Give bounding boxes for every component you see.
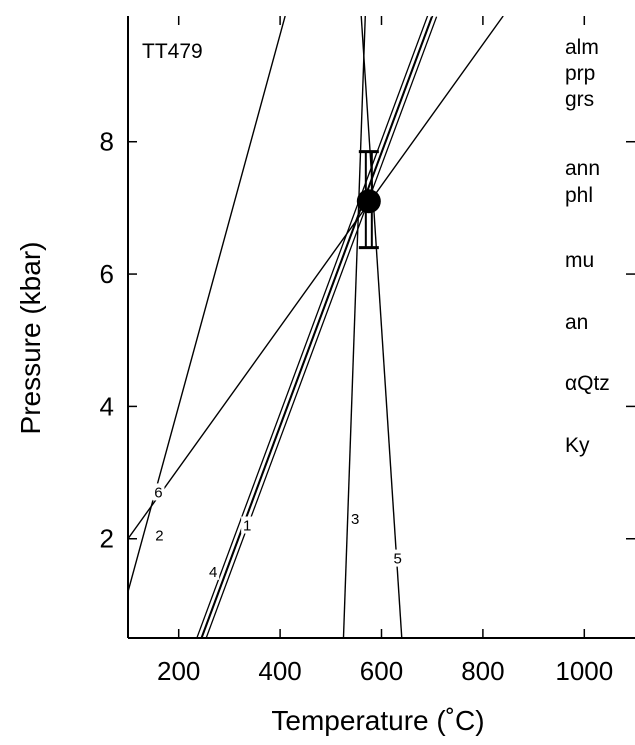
- ticks: 200 400 600 800 1000 2 4 6 8: [100, 16, 635, 686]
- phase-label: mu: [565, 249, 594, 272]
- line-label-bg: [152, 483, 165, 501]
- line-label-bg: [153, 526, 166, 544]
- reaction-line-3: [342, 16, 366, 638]
- phase-label: alm: [565, 36, 599, 59]
- line-label: 1: [243, 518, 251, 535]
- phase-label: prp: [565, 62, 595, 85]
- reaction-line-4: [200, 16, 433, 638]
- result-point: [356, 189, 381, 214]
- line-label-bg: [241, 516, 254, 534]
- line-label-bg: [391, 549, 404, 567]
- x-tick-label: 200: [157, 656, 200, 686]
- line-label: 2: [155, 527, 163, 544]
- y-tick-label: 4: [100, 391, 114, 421]
- reaction-line-4: [196, 16, 429, 638]
- y-tick-label: 8: [100, 127, 114, 157]
- y-axis-title: Pressure (kbar): [15, 242, 46, 435]
- reaction-line-1: [205, 16, 438, 638]
- x-tick-label: 800: [461, 656, 504, 686]
- x-axis-title: Temperature (˚C): [271, 705, 484, 736]
- line-label: 4: [209, 564, 217, 581]
- reaction-line-6: [128, 16, 504, 540]
- reaction-line-5: [360, 16, 403, 638]
- y-tick-label: 2: [100, 524, 114, 554]
- reaction-lines: [128, 16, 504, 638]
- chart-title: TT479: [142, 40, 203, 63]
- line-label: 5: [394, 551, 402, 568]
- reaction-line-labels: 1 2 3 4 5 6: [152, 483, 404, 581]
- line-label-bg: [207, 562, 220, 580]
- phase-list: alm prp grs ann phl mu an αQtz Ky: [565, 36, 610, 457]
- x-tick-label: 600: [360, 656, 403, 686]
- phase-label: ann: [565, 157, 600, 180]
- phase-label: grs: [565, 88, 594, 111]
- phase-label: αQtz: [565, 372, 610, 395]
- y-tick-label: 6: [100, 259, 114, 289]
- line-label: 3: [351, 511, 359, 528]
- reaction-line-1: [201, 16, 434, 638]
- x-tick-label: 1000: [555, 656, 613, 686]
- phase-label: phl: [565, 184, 593, 207]
- phase-label: an: [565, 311, 588, 334]
- x-tick-label: 400: [258, 656, 301, 686]
- line-label-bg: [349, 509, 362, 527]
- line-label: 6: [154, 484, 162, 501]
- result-marker: [356, 150, 381, 250]
- phase-label: Ky: [565, 434, 590, 457]
